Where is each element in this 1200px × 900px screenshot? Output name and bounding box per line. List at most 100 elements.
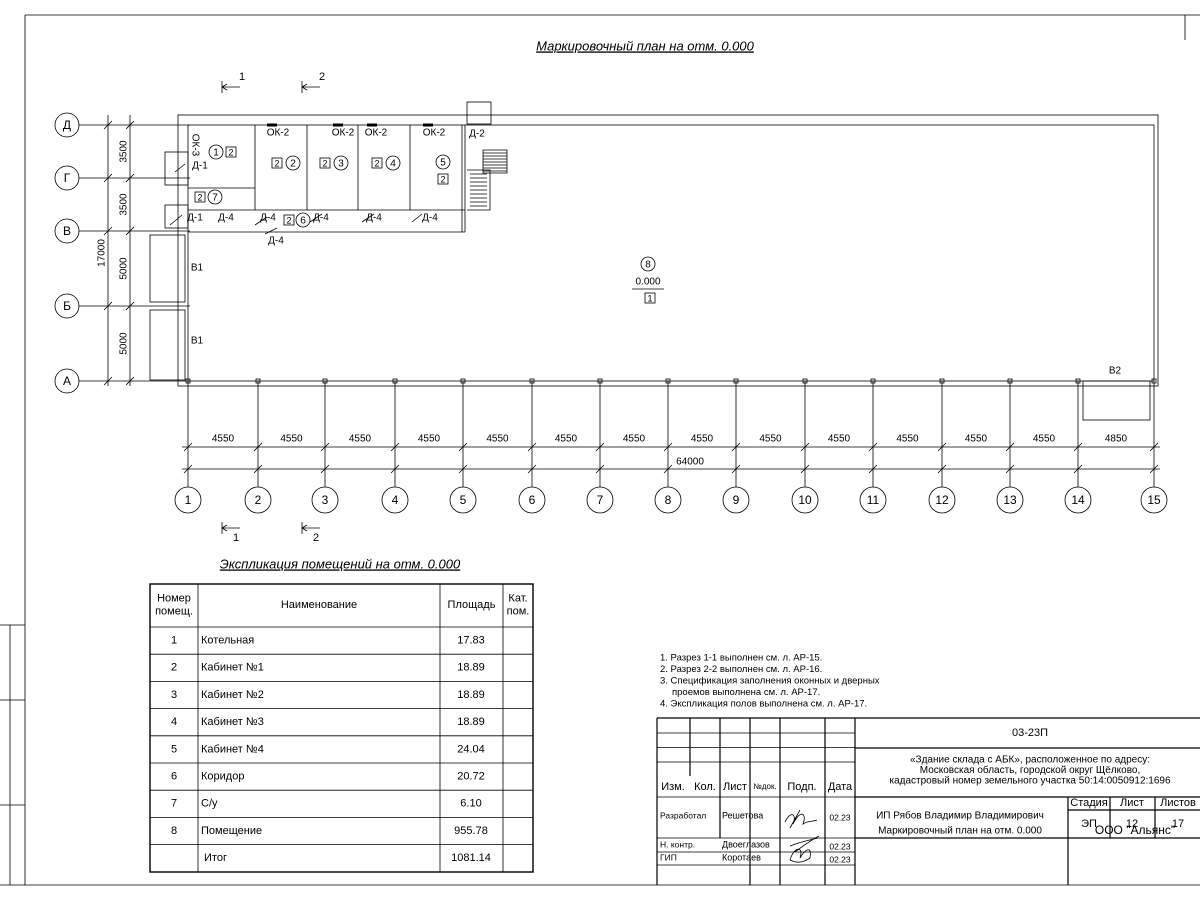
- dimension-label: 17000: [97, 239, 108, 267]
- table-header: помещ.: [155, 605, 193, 617]
- dimension-label: 4550: [1033, 434, 1056, 445]
- signer-role: Н. контр.: [660, 839, 695, 849]
- table-header: Наименование: [281, 599, 357, 611]
- table-cell: 4: [171, 716, 177, 728]
- axis-label: 3: [322, 493, 329, 507]
- axis-label: 15: [1147, 493, 1161, 507]
- room-number-circle: [333, 155, 349, 171]
- axis-label: 14: [1071, 493, 1085, 507]
- title-block-frame: [656, 717, 1200, 885]
- axis-label: А: [63, 374, 71, 388]
- floor-type-box: [371, 157, 383, 169]
- table-cell: 955.78: [454, 825, 488, 837]
- axis-label: 8: [665, 493, 672, 507]
- table-cell: Кабинет №2: [201, 689, 264, 701]
- table-cell: 5: [171, 743, 177, 755]
- axis-label: Б: [63, 299, 71, 313]
- table-cell: 18.89: [457, 716, 485, 728]
- signer-name: Коротаев: [722, 852, 761, 862]
- floor-type: 2: [374, 158, 379, 168]
- table-cell: Кабинет №1: [201, 662, 264, 674]
- opening-label: В2: [1109, 366, 1122, 377]
- axis-bubble: [654, 486, 682, 514]
- section-arrow: [221, 81, 240, 93]
- column-header: Лист: [723, 781, 747, 793]
- sheet-title: Маркировочный план на отм. 0.000: [878, 826, 1042, 837]
- axis-bubble: [996, 486, 1024, 514]
- opening-label: ОК-2: [365, 128, 388, 139]
- axis-bubble: [791, 486, 819, 514]
- room-number: 6: [300, 216, 306, 227]
- note: 3. Спецификация заполнения оконных и две…: [660, 676, 880, 687]
- table-header: Номер: [157, 592, 191, 604]
- table-cell: Кабинет №3: [201, 716, 264, 728]
- vestibule: [466, 101, 492, 125]
- axis-bubble: [722, 486, 750, 514]
- room-number-circle: [208, 144, 224, 160]
- dimension-label: 4550: [212, 434, 235, 445]
- table-cell: 1: [171, 635, 177, 647]
- room-number-circle: [640, 256, 656, 272]
- dimension-label: 4550: [896, 434, 919, 445]
- table-cell: 24.04: [457, 743, 485, 755]
- floor-type: 2: [197, 192, 202, 202]
- table-cell: Коридор: [201, 771, 244, 783]
- section-mark: 2: [319, 71, 325, 83]
- axis-label: 5: [460, 493, 467, 507]
- building-inner-wall: [187, 124, 1155, 382]
- vestibule: [1082, 380, 1151, 421]
- dimension-label: 4550: [759, 434, 782, 445]
- stage-value: 12: [1126, 818, 1138, 830]
- floor-type: 2: [228, 147, 233, 157]
- opening-label: Д-1: [187, 213, 203, 224]
- dimension-label: 4550: [280, 434, 303, 445]
- table-header: Площадь: [448, 599, 496, 611]
- organization-person: ИП Рябов Владимир Владимирович: [876, 810, 1044, 822]
- table-cell: 3: [171, 689, 177, 701]
- signer-name: Двоеглазов: [722, 839, 770, 849]
- opening-label: В1: [191, 263, 204, 274]
- dimension-label: 5000: [119, 332, 130, 355]
- axis-label: 9: [733, 493, 740, 507]
- section-mark: 1: [239, 71, 245, 83]
- signer-role: Разработал: [660, 810, 706, 820]
- room-number-circle: [435, 154, 451, 170]
- door-swing: [169, 163, 423, 235]
- note: проемов выполнена см. л. АР-17.: [672, 687, 820, 698]
- table-cell: 6: [171, 771, 177, 783]
- column-header: Подп.: [787, 781, 816, 793]
- axis-label: 4: [392, 493, 399, 507]
- table-cell: 2: [171, 662, 177, 674]
- section-mark: 2: [313, 532, 319, 544]
- signer-name: Решетова: [722, 810, 763, 820]
- table-cell: С/у: [201, 798, 218, 810]
- room-number-circle: [207, 189, 223, 205]
- axis-bubble: [859, 486, 887, 514]
- table-cell: 7: [171, 798, 177, 810]
- signer-date: 02.23: [829, 841, 851, 851]
- room-number: 8: [645, 260, 651, 271]
- project-address: «Здание склада с АБК», расположенное по …: [910, 755, 1150, 766]
- axis-label: 7: [597, 493, 604, 507]
- stage-value: 17: [1172, 818, 1184, 830]
- axis-bubble: [586, 486, 614, 514]
- note: 4. Экспликация полов выполнена см. л. АР…: [660, 699, 867, 710]
- dimension-label: 4550: [965, 434, 988, 445]
- floor-type-box: [437, 173, 449, 185]
- axis-bubble: [928, 486, 956, 514]
- signer-date: 02.23: [829, 812, 851, 822]
- table-header: Кат.: [508, 592, 527, 604]
- axis-bubble: [381, 486, 409, 514]
- table-cell: 18.89: [457, 662, 485, 674]
- plan-title: Маркировочный план на отм. 0.000: [536, 38, 755, 53]
- note: 2. Разрез 2-2 выполнен см. л. АР-16.: [660, 664, 822, 675]
- company: ООО "Альянс": [1095, 823, 1175, 837]
- dimension-label: 4550: [828, 434, 851, 445]
- sheet-frame: [0, 14, 1200, 886]
- section-arrow: [301, 522, 320, 534]
- table-cell: Котельная: [201, 635, 254, 647]
- opening-label: Д-4: [260, 213, 276, 224]
- axis-bubble: [1064, 486, 1092, 514]
- opening-label: Д-4: [422, 213, 438, 224]
- dimension-label: 5000: [119, 257, 130, 280]
